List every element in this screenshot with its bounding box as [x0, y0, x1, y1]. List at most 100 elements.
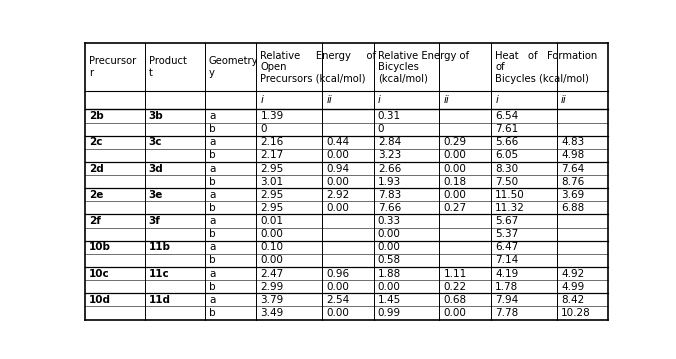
Text: 1.78: 1.78: [496, 282, 518, 292]
Text: 3e: 3e: [149, 190, 163, 200]
Text: 6.47: 6.47: [496, 242, 518, 252]
Text: 7.83: 7.83: [378, 190, 401, 200]
Text: 5.67: 5.67: [496, 216, 518, 226]
Text: 3f: 3f: [149, 216, 161, 226]
Text: 0.18: 0.18: [443, 177, 467, 187]
Text: b: b: [209, 308, 216, 318]
Text: 2.47: 2.47: [260, 269, 284, 279]
Text: 8.76: 8.76: [561, 177, 584, 187]
Text: 3c: 3c: [149, 137, 162, 147]
Text: 0.00: 0.00: [327, 308, 349, 318]
Text: 3.79: 3.79: [260, 295, 284, 305]
Text: 4.83: 4.83: [561, 137, 584, 147]
Text: b: b: [209, 203, 216, 213]
Text: 2b: 2b: [89, 111, 103, 121]
Text: 6.05: 6.05: [496, 150, 518, 160]
Text: 5.37: 5.37: [496, 229, 518, 239]
Text: 0.99: 0.99: [378, 308, 401, 318]
Text: 3b: 3b: [149, 111, 164, 121]
Text: 2.54: 2.54: [327, 295, 349, 305]
Text: 2.95: 2.95: [260, 163, 284, 173]
Text: a: a: [209, 163, 215, 173]
Text: a: a: [209, 295, 215, 305]
Text: i: i: [496, 95, 498, 106]
Text: 0: 0: [260, 124, 267, 134]
Text: 11.32: 11.32: [496, 203, 525, 213]
Text: 0.00: 0.00: [260, 255, 283, 265]
Text: 7.14: 7.14: [496, 255, 518, 265]
Text: 0.00: 0.00: [327, 203, 349, 213]
Text: 7.78: 7.78: [496, 308, 518, 318]
Text: 1.11: 1.11: [443, 269, 467, 279]
Text: 8.30: 8.30: [496, 163, 518, 173]
Text: 4.99: 4.99: [561, 282, 584, 292]
Text: a: a: [209, 111, 215, 121]
Text: a: a: [209, 216, 215, 226]
Text: ii: ii: [561, 95, 566, 106]
Text: 10d: 10d: [89, 295, 111, 305]
Text: Relative Energy of
Bicycles
(kcal/mol): Relative Energy of Bicycles (kcal/mol): [378, 51, 469, 84]
Text: 2.95: 2.95: [260, 190, 284, 200]
Text: 0.44: 0.44: [327, 137, 349, 147]
Text: 1.45: 1.45: [378, 295, 401, 305]
Text: a: a: [209, 137, 215, 147]
Text: b: b: [209, 229, 216, 239]
Text: 11c: 11c: [149, 269, 170, 279]
Text: 2e: 2e: [89, 190, 103, 200]
Text: 2.17: 2.17: [260, 150, 284, 160]
Text: 0.00: 0.00: [443, 190, 466, 200]
Text: 1.93: 1.93: [378, 177, 401, 187]
Text: 0.22: 0.22: [443, 282, 467, 292]
Text: 3.23: 3.23: [378, 150, 401, 160]
Text: 11d: 11d: [149, 295, 171, 305]
Text: Product
t: Product t: [149, 56, 187, 78]
Text: b: b: [209, 255, 216, 265]
Text: 0.00: 0.00: [378, 242, 401, 252]
Text: 4.98: 4.98: [561, 150, 584, 160]
Text: 0.94: 0.94: [327, 163, 349, 173]
Text: 3.49: 3.49: [260, 308, 284, 318]
Text: 11b: 11b: [149, 242, 171, 252]
Text: 2c: 2c: [89, 137, 102, 147]
Text: i: i: [378, 95, 381, 106]
Text: 0.96: 0.96: [327, 269, 349, 279]
Text: 0.10: 0.10: [260, 242, 283, 252]
Text: b: b: [209, 177, 216, 187]
Text: Relative     Energy     of
Open
Precursors (kcal/mol): Relative Energy of Open Precursors (kcal…: [260, 51, 377, 84]
Text: 3.01: 3.01: [260, 177, 284, 187]
Text: 0.00: 0.00: [260, 229, 283, 239]
Text: 10c: 10c: [89, 269, 110, 279]
Text: ii: ii: [327, 95, 332, 106]
Text: 0.00: 0.00: [378, 282, 401, 292]
Text: 3.69: 3.69: [561, 190, 584, 200]
Text: 2.16: 2.16: [260, 137, 284, 147]
Text: 7.66: 7.66: [378, 203, 401, 213]
Text: 1.39: 1.39: [260, 111, 284, 121]
Text: ii: ii: [443, 95, 450, 106]
Text: 0.33: 0.33: [378, 216, 401, 226]
Text: 0.27: 0.27: [443, 203, 467, 213]
Text: 6.54: 6.54: [496, 111, 518, 121]
Text: a: a: [209, 269, 215, 279]
Text: 8.42: 8.42: [561, 295, 584, 305]
Text: 0.00: 0.00: [327, 282, 349, 292]
Text: a: a: [209, 242, 215, 252]
Text: 0.58: 0.58: [378, 255, 401, 265]
Text: 5.66: 5.66: [496, 137, 518, 147]
Text: 0: 0: [378, 124, 385, 134]
Text: b: b: [209, 124, 216, 134]
Text: 2.66: 2.66: [378, 163, 401, 173]
Text: b: b: [209, 150, 216, 160]
Text: 2.92: 2.92: [327, 190, 349, 200]
Text: 7.64: 7.64: [561, 163, 584, 173]
Text: 4.19: 4.19: [496, 269, 518, 279]
Text: 11.50: 11.50: [496, 190, 525, 200]
Text: 2.84: 2.84: [378, 137, 401, 147]
Text: a: a: [209, 190, 215, 200]
Text: 0.00: 0.00: [443, 308, 466, 318]
Text: 0.68: 0.68: [443, 295, 467, 305]
Text: 6.88: 6.88: [561, 203, 584, 213]
Text: Heat   of   Formation
of
Bicycles (kcal/mol): Heat of Formation of Bicycles (kcal/mol): [496, 51, 598, 84]
Text: 0.01: 0.01: [260, 216, 283, 226]
Text: b: b: [209, 282, 216, 292]
